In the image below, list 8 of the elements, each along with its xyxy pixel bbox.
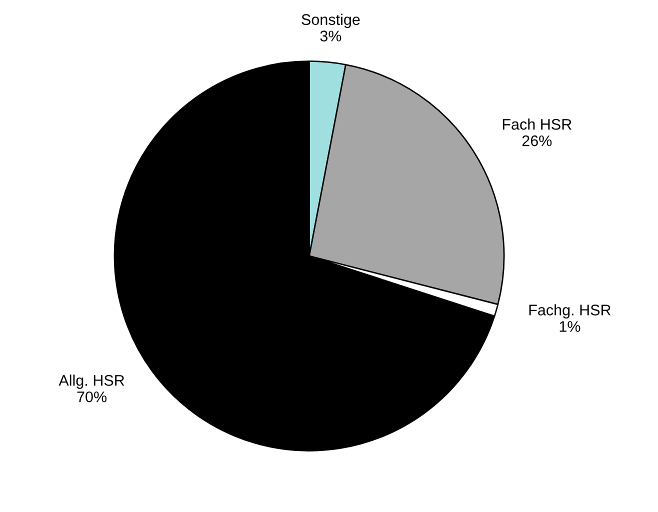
slice-label: Sonstige: [302, 14, 360, 28]
data-label: 1%: [560, 321, 580, 332]
slice-label: Fachg. HSR: [529, 304, 611, 318]
data-label: 3%: [320, 30, 342, 42]
slice-label: Fach HSR: [502, 118, 572, 130]
slice-label: Allg. HSR: [58, 374, 124, 389]
data-label: 70%: [77, 391, 107, 402]
data-label: 26%: [522, 135, 552, 146]
